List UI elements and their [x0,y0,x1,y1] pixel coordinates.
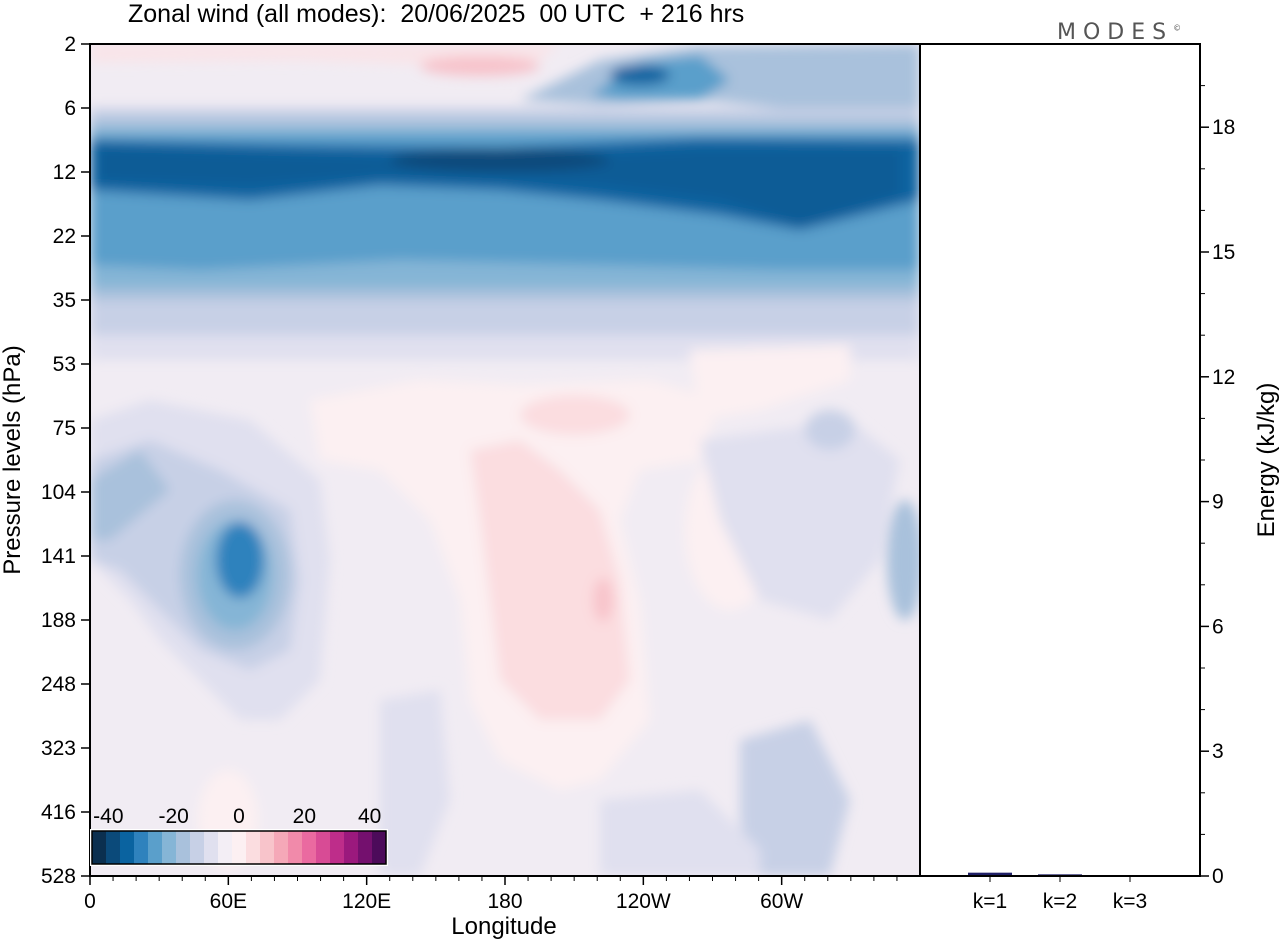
colorbar-swatch [148,831,163,864]
colorbar-swatch [106,831,121,864]
colorbar-swatch [204,831,219,864]
x-axis-title: Longitude [451,913,556,940]
y-tick-label: 22 [53,225,76,248]
colorbar-swatch [288,831,303,864]
colorbar-swatch [372,831,387,864]
colorbar-label: 20 [293,805,316,828]
energy-tick-label: 18 [1212,116,1235,139]
colorbar-label: 40 [358,805,381,828]
y-tick-label: 104 [41,481,76,504]
x-axis: 0 60E 120E 180 120W 60W [84,876,898,913]
energy-tick-label: 9 [1212,491,1224,514]
y-tick-label: 323 [41,737,76,760]
colorbar-swatch [358,831,373,864]
colorbar-swatch [246,831,261,864]
y-axis: 2 6 12 22 35 53 75 104 141 188 248 323 416 528 [41,33,90,888]
energy-tick-label: 0 [1212,865,1224,888]
colorbar-label: -40 [93,805,123,828]
colorbar-frame [91,830,387,865]
colorbar-swatch [134,831,149,864]
x-tick-label: 180 [487,890,522,913]
y-axis-title: Pressure levels (hPa) [0,345,26,574]
y-tick-label: 35 [53,289,76,312]
colorbar-swatch [176,831,191,864]
chart-title: Zonal wind (all modes): 20/06/2025 00 UT… [128,0,745,28]
energy-tick-label: 6 [1212,615,1224,638]
colorbar [90,829,388,866]
colorbar-swatch [218,831,233,864]
y-tick-label: 141 [41,545,76,568]
energy-bar-panel [920,44,1200,877]
x-tick-label: 60W [760,890,803,913]
y-tick-label: 75 [53,417,76,440]
energy-tick-label: 15 [1212,241,1235,264]
y-tick-label: 2 [64,33,76,56]
colorbar-swatch [274,831,289,864]
colorbar-swatch [92,831,107,864]
energy-tick-label: 12 [1212,366,1235,389]
colorbar-label: -20 [158,805,188,828]
y-tick-label: 248 [41,673,76,696]
energy-axis: 0 3 6 9 12 15 18 [1200,85,1235,888]
y-tick-label: 53 [53,353,76,376]
y-tick-label: 528 [41,865,76,888]
y-tick-label: 12 [53,161,76,184]
colorbar-swatch [120,831,135,864]
energy-axis-title: Energy (kJ/kg) [1253,383,1280,538]
zonal-wind-heatmap [90,44,920,876]
colorbar-swatch [344,831,359,864]
x-tick-label: 120E [342,890,391,913]
colorbar-swatch [162,831,177,864]
colorbar-swatch [190,831,205,864]
x-tick-label: 60E [210,890,247,913]
y-tick-label: 416 [41,801,76,824]
energy-tick-label: 3 [1212,740,1224,763]
mode-label: k=1 [973,890,1007,913]
energy-bar [968,872,1012,876]
mode-label: k=2 [1043,890,1077,913]
colorbar-swatch [316,831,331,864]
x-tick-label: 0 [84,890,96,913]
colorbar-swatch [330,831,345,864]
x-tick-label: 120W [616,890,671,913]
y-tick-label: 6 [64,97,76,120]
colorbar-swatch [232,831,247,864]
mode-label: k=3 [1113,890,1147,913]
colorbar-swatch [302,831,317,864]
colorbar-swatch [260,831,275,864]
modes-logo: MODES© [1057,20,1182,45]
colorbar-label: 0 [233,805,245,828]
colorbar-labels: -40 -20 0 20 40 [93,805,381,828]
y-tick-label: 188 [41,609,76,632]
mode-axis: k=1 k=2 k=3 [973,876,1147,913]
